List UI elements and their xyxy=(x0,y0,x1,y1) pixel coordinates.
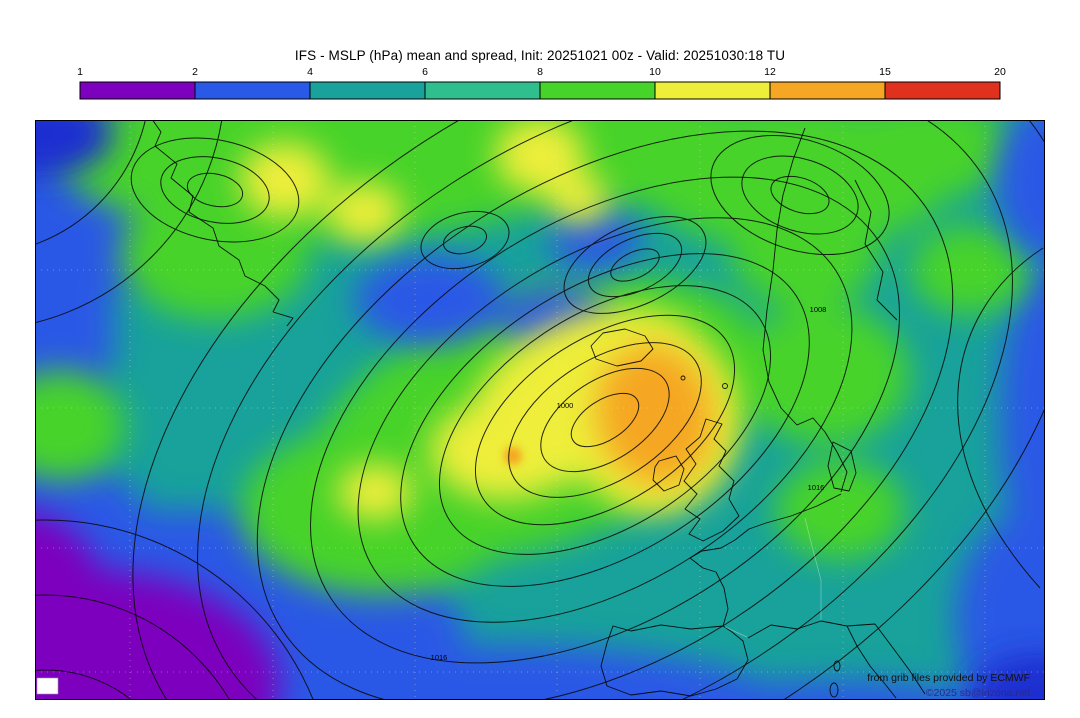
colorbar-segment xyxy=(539,81,656,100)
isobar-label: 1008 xyxy=(810,305,827,314)
spread-orange-dot xyxy=(504,447,522,465)
colorbar-segment xyxy=(194,81,311,100)
colorbar-ticks: 1 2 4 6 8 10 12 15 20 xyxy=(77,66,1006,78)
colorbar-segment xyxy=(884,81,1001,100)
coast-great-britain xyxy=(683,418,740,542)
colorbar-tick: 10 xyxy=(649,66,661,78)
isobar-labels: 1000 1008 1016 1016 xyxy=(431,305,827,662)
map-frame: 1000 1008 1016 1016 from grib files prov… xyxy=(35,120,1045,700)
colorbar-segment xyxy=(769,81,886,100)
map-canvas: 1000 1008 1016 1016 from grib files prov… xyxy=(35,120,1045,700)
colorbar-tick: 1 xyxy=(77,66,83,78)
coast-corsica xyxy=(833,660,841,672)
isobar-label: 1000 xyxy=(557,401,574,410)
coast-denmark xyxy=(827,441,857,492)
coast-greenland xyxy=(152,120,294,327)
attribution-copyright: ©2025 sb@irizona.net xyxy=(926,687,1030,699)
colorbar-tick: 6 xyxy=(422,66,428,78)
isobar-label: 1016 xyxy=(808,483,825,492)
colorbar-tick: 2 xyxy=(192,66,198,78)
map-inset-box xyxy=(36,677,59,695)
coast-iberia xyxy=(600,624,749,697)
coast-shetland xyxy=(722,383,728,389)
country-borders xyxy=(724,517,822,638)
spread-darkblue-regions xyxy=(35,120,1045,700)
coast-iceland xyxy=(590,328,654,367)
page-title: IFS - MSLP (hPa) mean and spread, Init: … xyxy=(294,48,786,63)
coast-continent-west xyxy=(689,493,842,627)
colorbar-segment xyxy=(79,81,196,100)
colorbar-segment xyxy=(424,81,541,100)
colorbar-tick: 15 xyxy=(879,66,891,78)
attribution-source: from grib files provided by ECMWF xyxy=(867,672,1030,684)
isobar-contours xyxy=(35,120,1045,700)
isobar-label: 1016 xyxy=(431,653,448,662)
coast-baltic xyxy=(854,179,898,321)
spread-orange-regions xyxy=(596,345,714,485)
coast-faroe xyxy=(680,375,686,381)
colorbar-tick: 12 xyxy=(764,66,776,78)
colorbar-segment xyxy=(309,81,426,100)
coast-norway xyxy=(762,127,848,493)
colorbar-segment xyxy=(654,81,771,100)
spread-purple-regions xyxy=(35,512,280,700)
coast-ireland xyxy=(652,455,685,492)
coast-sardinia xyxy=(829,682,839,698)
colorbar-tick: 20 xyxy=(994,66,1006,78)
colorbar-tick: 4 xyxy=(307,66,313,78)
colorbar-legend: 1 2 4 6 8 10 12 15 20 xyxy=(77,66,1006,102)
colorbar-tick: 8 xyxy=(537,66,543,78)
colorbar-segments xyxy=(79,81,1001,100)
coast-mediterranean xyxy=(747,620,926,699)
map-border xyxy=(35,120,1045,700)
coastlines xyxy=(152,120,926,699)
